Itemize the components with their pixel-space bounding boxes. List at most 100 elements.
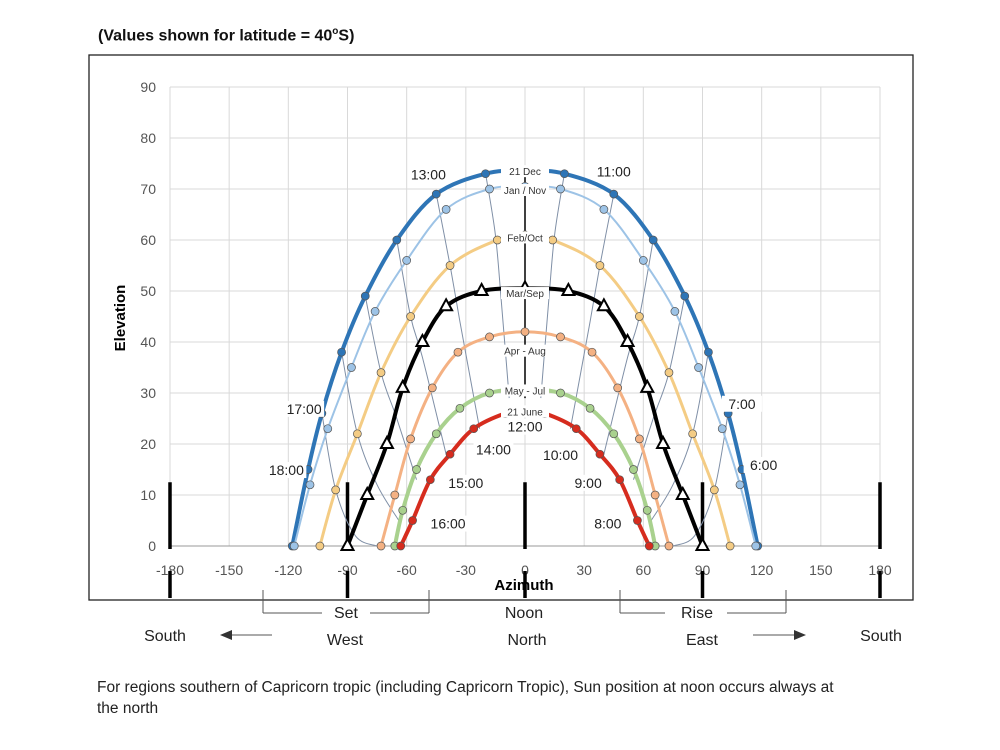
hour-label: 6:00 [750,457,777,473]
hour-label: 15:00 [448,475,483,491]
month-label: 21 Dec [509,167,541,178]
series-point [431,189,441,199]
series-point [650,490,660,500]
month-label-bg [501,184,549,197]
series-point [680,291,690,301]
series-point [642,505,652,515]
hour-line-17-00 [341,352,400,521]
hour-label-bg [743,456,784,473]
hour-label-bg [721,395,762,412]
series-point [587,347,597,357]
north-label: North [507,632,546,649]
x-tick-label: 120 [750,562,774,578]
y-tick-label: 40 [140,334,156,350]
series-point [556,388,565,398]
series-point [427,383,437,393]
series-point [337,347,346,357]
series-point [629,465,638,474]
series-point [469,424,479,434]
hour-label: 12:00 [507,419,542,435]
series-point [675,485,691,500]
series-point [438,297,454,312]
south-right-label: South [860,628,902,645]
series-point [556,184,565,194]
caption: For regions southern of Capricorn tropic… [97,679,834,717]
series-point [453,347,463,357]
hour-label: 9:00 [574,475,601,491]
hour-lines [321,173,729,547]
series-point [455,403,465,413]
hour-line-8-00 [633,295,686,480]
series-point [305,480,315,490]
series-point [704,347,713,357]
x-tick-label: -90 [337,562,357,578]
series-point [556,332,565,342]
x-tick-label: 30 [576,562,592,578]
series-point [560,169,569,179]
hour-label-bg [428,515,469,532]
x-tick-label: 180 [868,562,892,578]
y-tick-label: 70 [140,181,156,197]
hour-label-bg [593,163,634,180]
series-point [390,490,400,500]
series-point [376,541,386,551]
series-point [709,485,719,495]
series-point [694,363,703,372]
series-point [639,378,655,393]
series-point [412,465,421,474]
series-point [392,235,402,245]
heading-degree: o [332,26,339,37]
month-label-bg [501,231,549,244]
x-tick-label: -180 [156,562,184,578]
y-tick-label: 50 [140,283,156,299]
hour-label: 17:00 [287,401,322,417]
y-tick-label: 90 [140,79,156,95]
hour-label: 14:00 [476,442,511,458]
y-tick-label: 60 [140,232,156,248]
x-tick-label: 0 [521,562,529,578]
hour-line-13-00 [485,173,510,399]
series-point [725,541,735,551]
series-point [425,475,435,485]
month-label-bg [501,344,549,357]
series-point [396,541,406,551]
x-tick-label: -150 [215,562,243,578]
month-label-bg [501,384,549,397]
hour-label: 18:00 [269,462,304,478]
series-point [445,261,455,270]
series-point [431,429,441,439]
series-point [408,516,417,525]
south-left-label: South [144,628,186,645]
month-label: 21 June [507,407,543,418]
hour-line-6-00 [672,413,729,547]
series-point [520,327,530,337]
series-point [596,297,612,312]
hour-label: 10:00 [543,447,578,463]
x-tick-label: 90 [695,562,711,578]
series-point [347,363,356,372]
series-point [406,312,415,321]
hour-label-bg [266,462,307,479]
series-point [615,475,625,485]
hour-label-bg [473,441,514,458]
series-point [395,378,411,393]
hour-line-10-00 [569,194,615,429]
series-point [473,281,490,296]
y-tick-label: 20 [140,436,156,452]
month-label: Apr - Aug [504,347,546,358]
east-label: East [686,632,719,649]
hour-label-bg [540,446,581,463]
month-label-bg [501,287,549,300]
series-point [323,424,333,434]
series-point [548,235,557,245]
hour-line-9-00 [603,239,654,455]
series-point [402,256,412,265]
series-point [485,184,494,194]
month-label: Jan / Nov [504,186,546,197]
series-point [609,189,619,199]
series-point [635,312,644,321]
series-point [670,307,680,316]
chart-heading: (Values shown for latitude = 40oS) [98,26,354,45]
series-point [717,424,727,434]
